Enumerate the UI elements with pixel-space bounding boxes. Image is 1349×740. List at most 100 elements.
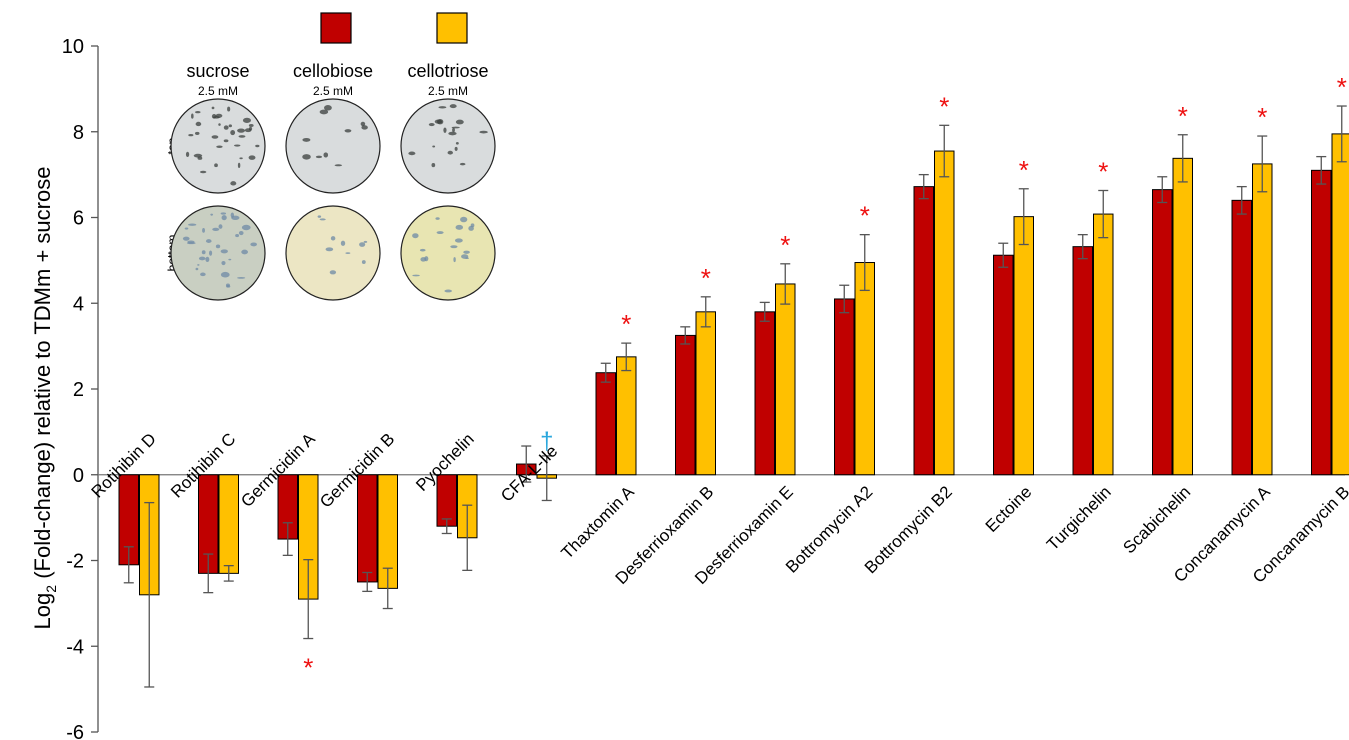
colony-spot [315,155,323,159]
bar [754,311,775,476]
inset-column-concentration: 2.5 mM [313,84,353,98]
colony-spot [250,242,257,247]
colony-spot [344,129,352,133]
inset-column-concentration: 2.5 mM [198,84,238,98]
plate-top-view [285,98,381,194]
colony-spot [218,224,223,229]
colony-spot [255,144,260,148]
colony-spot [237,128,246,133]
bar [595,372,616,476]
colony-spot [242,117,251,123]
colony-spot [205,256,210,263]
inset-column-title: cellobiose [293,61,373,81]
colony-spot [465,257,469,260]
colony-spot [330,236,336,241]
y-tick-label: 8 [73,122,84,144]
colony-spot [209,250,213,256]
colony-spot [218,123,221,126]
colony-spot [223,139,229,143]
plate-bottom-view [170,205,266,301]
colony-spot [182,236,190,241]
bar [1172,157,1193,476]
colony-spot [228,124,232,128]
colony-spot [215,244,221,249]
bar [1252,163,1273,476]
colony-spot [453,257,456,263]
colony-spot [334,164,343,167]
colony-spot [447,150,453,155]
y-tick-label: -6 [66,722,84,740]
y-tick-label: 6 [73,208,84,230]
colony-spot [230,181,237,186]
colony-spot [450,245,458,249]
colony-spot [444,289,453,293]
colony-spot [202,228,205,233]
colony-spot [359,242,366,247]
colony-spot [237,162,241,169]
colony-spot [205,239,212,243]
significance-asterisk: * [780,230,790,260]
bar [695,311,716,476]
y-axis: 10 8 6 4 2 0 -2 -4 -6 [62,36,1345,740]
colony-spot [455,141,459,145]
colony-spot [412,274,420,277]
significance-asterisk: * [1337,72,1347,102]
colony-spot [436,231,444,235]
colony-spot [221,260,226,266]
plate-photo-inset: sucrose 2.5 mM cellobiose 2.5 mM cellotriose… [165,61,496,301]
significance-asterisk: * [1178,101,1188,131]
colony-spot [324,104,332,111]
y-tick-label: 2 [73,379,84,401]
legend-swatch-red [320,12,352,44]
colony-spot [438,106,447,109]
colony-spot [412,233,419,239]
significance-marks-group: * † * * * * * * * * * * [303,72,1347,683]
colony-spot [238,135,246,138]
colony-spot [454,238,463,243]
colony-spot [230,212,235,218]
significance-asterisk: * [701,263,711,293]
colony-spot [216,145,223,149]
colony-spot [360,121,366,127]
colony-spot [198,256,206,261]
inset-column-title: sucrose [186,61,249,81]
colony-spot [235,233,240,238]
colony-spot [329,270,337,275]
colony-spot [210,213,214,216]
colony-spot [188,223,197,226]
colony-spot [455,119,464,125]
significance-asterisk: * [1257,102,1267,132]
bar [357,474,378,583]
colony-spot [200,272,206,277]
significance-asterisk: * [303,653,313,683]
colony-spot [185,151,190,158]
colony-spot [479,130,488,134]
y-tick-label: -4 [66,636,84,658]
colony-spot [194,111,201,114]
colony-spot [437,118,444,125]
bar [1331,133,1349,476]
plate-top-view [400,98,496,194]
colony-spot [213,116,220,119]
colony-spot [248,124,254,127]
colony-spot [188,133,194,137]
y-tick-label: 10 [62,36,84,58]
colony-spot [186,242,196,245]
colony-spot [420,257,427,262]
colony-spot [211,106,215,110]
bar [675,334,696,476]
colony-spot [184,227,189,230]
colony-spot [237,277,246,279]
y-tick-label: -2 [66,551,84,573]
bar [1152,189,1173,476]
colony-spot [454,146,458,151]
colony-spot [345,252,351,254]
colony-spot [361,125,368,130]
colony-spot [460,216,468,223]
colony-spot [225,283,230,287]
plate-bottom-view [285,205,381,301]
colony-spot [212,227,220,232]
category-label: Scabichelin [1119,482,1194,557]
colony-spot [195,121,202,127]
